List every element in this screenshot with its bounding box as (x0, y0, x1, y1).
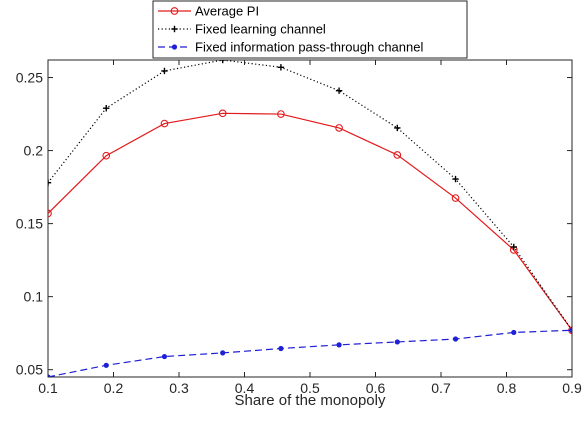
series-layer (48, 60, 572, 377)
data-point (48, 179, 52, 186)
legend-entry: Fixed information pass-through channel (158, 40, 423, 55)
data-point (335, 87, 343, 94)
data-point (452, 175, 459, 183)
x-tick-label: 0.8 (497, 380, 517, 396)
y-tick-label: 0.15 (16, 216, 43, 232)
x-tick-label: 0.5 (300, 380, 320, 396)
y-tick-label: 0.1 (24, 289, 44, 305)
data-point (218, 109, 227, 118)
series-2 (48, 60, 572, 334)
x-tick-label: 0.6 (366, 380, 386, 396)
x-axis-title: Share of the monopoly (235, 392, 386, 409)
data-point (161, 67, 168, 75)
legend-box (152, 0, 468, 59)
legend-label: Fixed information pass-through channel (195, 40, 423, 55)
legend-entry: Fixed learning channel (158, 22, 326, 37)
data-point (102, 151, 111, 160)
data-point (48, 374, 51, 377)
series-line (48, 329, 572, 377)
data-point (161, 353, 168, 360)
data-point (451, 194, 460, 202)
data-point (160, 119, 169, 128)
series-3 (48, 327, 572, 377)
data-point (103, 105, 110, 112)
data-point (336, 342, 342, 348)
data-point (277, 64, 285, 71)
y-tick-label: 0.2 (24, 143, 44, 159)
data-point (394, 124, 401, 132)
data-point (219, 60, 226, 64)
data-point (220, 350, 226, 356)
legend-marker (170, 7, 179, 15)
x-tick-label: 0.2 (104, 380, 124, 396)
data-point (278, 345, 284, 352)
data-point (452, 336, 459, 342)
data-point (569, 327, 572, 333)
data-point (510, 243, 517, 251)
legend-marker (171, 44, 178, 50)
x-tick-label: 0.7 (431, 380, 451, 396)
data-point (103, 362, 109, 368)
data-point (394, 339, 400, 345)
legend-label: Average PI (195, 4, 259, 19)
y-tick-label: 0.05 (16, 362, 43, 378)
legend-entry: Average PI (158, 4, 259, 19)
series-line (48, 112, 572, 331)
data-point (511, 329, 517, 336)
legend-label: Fixed learning channel (195, 22, 326, 37)
data-point (277, 110, 285, 118)
x-tick-label: 0.1 (38, 380, 58, 396)
plot-area (47, 59, 573, 378)
x-tick-label: 0.9 (562, 380, 582, 396)
legend-marker (171, 25, 178, 33)
x-tick-label: 0.4 (235, 380, 255, 396)
data-point (335, 124, 343, 132)
y-axis: 0.05 0.1 0.15 0.2 0.25 (16, 70, 572, 378)
x-tick-label: 0.3 (169, 380, 189, 396)
y-tick-label: 0.25 (16, 70, 43, 86)
data-point (393, 151, 402, 159)
legend: Average PI Fixed learning channel Fixed in… (152, 0, 468, 59)
x-axis: 0.1 0.2 0.3 0.4 0.5 0.6 0.7 0.8 0.9 (38, 60, 582, 396)
data-point (48, 209, 52, 218)
